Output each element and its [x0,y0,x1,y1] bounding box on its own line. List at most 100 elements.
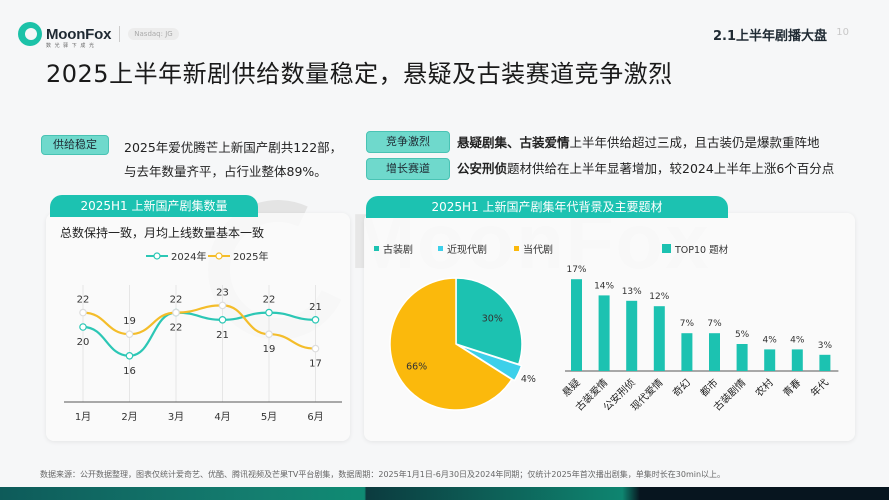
summary-left-line2: 与去年数量齐平，占行业整体89%。 [124,164,327,179]
data-label: 21 [216,330,229,341]
data-point [125,330,134,339]
pie-label: 66% [406,362,427,373]
footnote: 数据来源：公开数据整理，图表仅统计爱奇艺、优酷、腾讯视频及芒果TV平台剧集，数据… [40,470,726,479]
svg-text:3%: 3% [818,341,833,351]
data-label: 20 [77,337,90,348]
summary-right-2-text: 题材供给在上半年显著增加，较2024上半年上涨6个百分点 [507,161,835,176]
data-label: 19 [263,344,276,355]
brand-logo: MoonFox Nasdaq: JG [18,22,179,46]
summary-left-line1: 2025年爱优腾芒上新国产剧共122部， [124,140,343,155]
data-label: 19 [123,316,136,327]
pie-label: 4% [521,374,536,385]
data-label: 22 [170,323,183,334]
data-label: 22 [77,295,90,306]
tag-supply-stable: 供给稳定 [41,135,109,155]
pie-slice-当代剧 [389,277,513,411]
pie-legend-item: 古装剧 [374,243,413,256]
svg-text:17%: 17% [566,265,586,275]
line-chart: 2024年 2025年 20 16 22 21 22 21 22 19 22 23 19 17 1月 2… [64,250,342,423]
data-label: 23 [216,287,229,298]
moonfox-logo-icon [18,22,42,46]
summary-right-2: 公安刑侦题材供给在上半年显著增加，较2024上半年上涨6个百分点 [457,157,834,181]
svg-text:5%: 5% [735,330,750,340]
svg-text:7%: 7% [707,319,722,329]
data-point [265,330,273,339]
svg-text:古装剧: 古装剧 [383,243,413,256]
panel-monthly-count [46,213,350,441]
ticker-badge: Nasdaq: JG [128,28,179,40]
pie-slice-近现代剧 [458,344,523,382]
bar-年代: 3% 年代 [808,341,833,399]
svg-text:青春: 青春 [780,376,803,399]
bar-奇幻: 7% 奇幻 [670,319,695,399]
bar-农村: 4% 农村 [752,335,777,399]
x-tick-label: 2月 [121,411,137,423]
data-point [218,316,227,324]
legend-2025: 2025年 [208,250,268,263]
svg-text:悬疑: 悬疑 [560,377,583,400]
svg-text:TOP10 题材: TOP10 题材 [674,244,729,256]
svg-text:12%: 12% [649,292,669,302]
svg-text:奇幻: 奇幻 [670,376,693,399]
data-label: 17 [309,359,322,370]
svg-text:4%: 4% [790,335,805,345]
brand-subtitle: 数 光 驿 下 成 光 [46,43,95,49]
summary-right-1-text: 上半年供给超过三成，且古装仍是爆款重阵地 [569,135,820,150]
bottom-banner [0,487,889,500]
pie-slice-古装剧 [455,277,523,366]
x-tick-label: 6月 [307,411,323,423]
svg-text:2024年: 2024年 [171,250,206,263]
legend-2024: 2024年 [146,250,206,263]
data-point [218,301,227,310]
data-point [79,308,87,317]
tag-competition: 竞争激烈 [366,131,450,153]
svg-text:近现代剧: 近现代剧 [447,243,487,256]
data-label: 22 [170,295,183,306]
data-point [79,323,87,331]
data-point [311,316,320,324]
svg-text:14%: 14% [594,281,614,291]
svg-text:当代剧: 当代剧 [523,243,553,256]
bar-青春: 4% 青春 [780,335,805,399]
panel-monthly-count-header: 2025H1 上新国产剧集数量 [50,195,258,217]
x-tick-label: 4月 [214,411,230,423]
tag-growth: 增长赛道 [366,158,450,180]
svg-text:7%: 7% [680,319,695,329]
data-label: 16 [123,366,136,377]
data-label: 21 [309,302,322,313]
page-title: 2025上半年新剧供给数量稳定，悬疑及古装赛道竞争激烈 [46,60,673,88]
summary-right-2-bold: 公安刑侦 [457,161,508,176]
series-2025年: 22 19 22 23 19 17 [77,287,322,369]
summary-right-1: 悬疑剧集、古装爱情上半年供给超过三成，且古装仍是爆款重阵地 [457,131,820,155]
data-point [172,308,180,317]
logo-divider [119,26,121,42]
header: MoonFox Nasdaq: JG 数 光 驿 下 成 光 2.1上半年剧播大… [0,0,889,60]
data-point [265,308,273,317]
bar-都市: 7% 都市 [697,319,722,399]
x-tick-label: 3月 [168,411,184,423]
panel-monthly-subtitle: 总数保持一致，月均上线数量基本一致 [60,226,265,240]
pie-legend-item: 当代剧 [514,243,553,256]
data-point [125,352,134,360]
bar-legend: TOP10 题材 [662,244,729,256]
svg-text:都市: 都市 [697,376,720,399]
svg-text:年代: 年代 [808,376,831,399]
data-point [311,344,320,353]
pie-label: 30% [482,314,503,325]
svg-text:2025年: 2025年 [233,250,268,263]
svg-text:农村: 农村 [752,376,775,399]
svg-text:13%: 13% [622,287,642,297]
summary-right-1-bold: 悬疑剧集、古装爱情 [457,135,570,150]
x-tick-label: 5月 [261,411,277,423]
x-tick-label: 1月 [75,411,91,423]
svg-text:4%: 4% [763,335,778,345]
page-number: 10 [836,27,849,38]
panel-genre-header: 2025H1 上新国产剧集年代背景及主要题材 [366,196,728,218]
section-title: 2.1上半年剧播大盘 [712,29,827,44]
pie-legend-item: 近现代剧 [438,243,487,256]
series-2024年: 20 16 22 21 22 21 [77,295,322,377]
brand-name: MoonFox [46,25,112,43]
data-label: 22 [263,295,276,306]
bar-悬疑: 17% 悬疑 [560,265,587,399]
genre-charts: 古装剧 近现代剧 当代剧 30%4%66% TOP10 题材 17%悬疑14%古装爱… [374,243,839,413]
